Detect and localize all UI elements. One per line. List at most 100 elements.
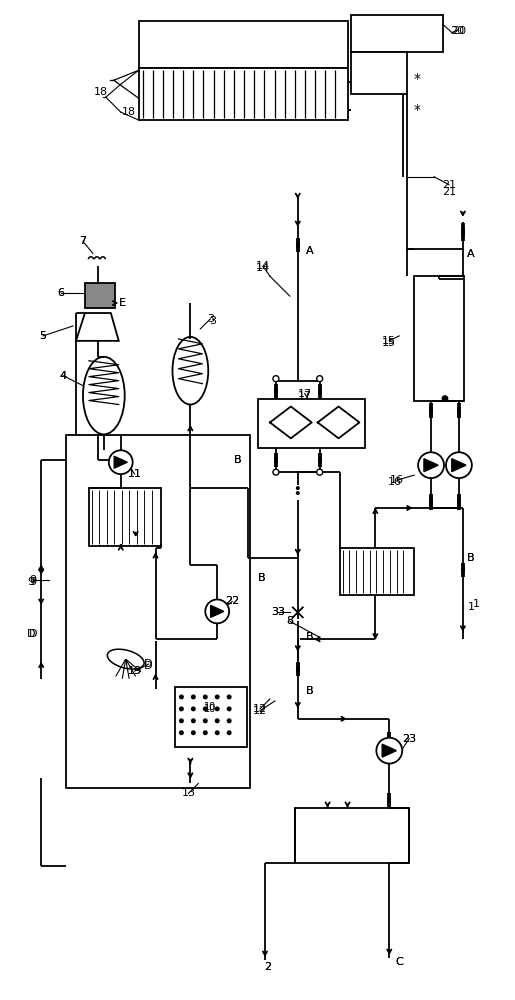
Text: 19: 19: [128, 666, 142, 676]
Text: 12: 12: [253, 706, 267, 716]
Text: C: C: [396, 957, 403, 967]
Circle shape: [446, 452, 472, 478]
Circle shape: [203, 706, 208, 711]
Circle shape: [205, 599, 229, 623]
Text: A: A: [306, 246, 314, 256]
Text: 12: 12: [253, 704, 267, 714]
Circle shape: [215, 730, 220, 735]
Circle shape: [227, 718, 232, 723]
Text: E: E: [119, 298, 126, 308]
Circle shape: [418, 452, 444, 478]
Circle shape: [179, 730, 184, 735]
Bar: [295, 808, 409, 863]
Text: 21: 21: [442, 180, 456, 190]
Text: 10: 10: [204, 704, 216, 714]
Circle shape: [376, 738, 402, 764]
Text: 2: 2: [264, 962, 271, 972]
Text: 8: 8: [286, 616, 294, 626]
Text: B: B: [306, 632, 314, 642]
Bar: [89, 488, 161, 546]
Circle shape: [317, 469, 322, 475]
Text: A: A: [467, 249, 475, 259]
Text: *: *: [414, 72, 421, 86]
Text: 8: 8: [286, 616, 294, 626]
Text: B: B: [306, 686, 314, 696]
Text: D: D: [144, 661, 153, 671]
Text: 22: 22: [225, 596, 239, 606]
Circle shape: [191, 706, 196, 711]
Text: 11: 11: [128, 469, 142, 479]
Circle shape: [179, 694, 184, 699]
Text: 4: 4: [60, 371, 66, 381]
Polygon shape: [382, 744, 397, 757]
Circle shape: [227, 694, 232, 699]
Text: 21: 21: [442, 187, 456, 197]
Circle shape: [227, 706, 232, 711]
Circle shape: [179, 718, 184, 723]
Text: 20: 20: [452, 26, 466, 36]
Circle shape: [179, 706, 184, 711]
Text: 5: 5: [40, 331, 47, 341]
Polygon shape: [452, 459, 466, 472]
Text: D: D: [144, 659, 153, 669]
Text: 18: 18: [122, 107, 136, 117]
Circle shape: [109, 450, 133, 474]
Text: B: B: [467, 553, 475, 563]
Text: 23: 23: [402, 734, 416, 744]
Text: 3: 3: [207, 314, 214, 324]
Circle shape: [273, 376, 279, 382]
Text: 14: 14: [256, 263, 270, 273]
Polygon shape: [76, 313, 119, 341]
Circle shape: [215, 718, 220, 723]
Circle shape: [215, 706, 220, 711]
Circle shape: [273, 469, 279, 475]
Text: 9: 9: [28, 577, 35, 587]
Text: B: B: [234, 455, 242, 465]
Bar: [352, 52, 407, 94]
Circle shape: [317, 376, 322, 382]
Text: 7: 7: [79, 236, 87, 246]
Circle shape: [191, 694, 196, 699]
Text: 9: 9: [30, 577, 37, 587]
Text: 22: 22: [225, 596, 239, 606]
Text: A: A: [306, 246, 314, 256]
Text: 1: 1: [467, 602, 474, 612]
Circle shape: [442, 396, 448, 401]
Text: 5: 5: [40, 331, 47, 341]
Text: A: A: [467, 249, 475, 259]
Text: 11: 11: [128, 469, 142, 479]
Text: 16: 16: [390, 475, 404, 485]
Text: *: *: [414, 103, 421, 117]
Circle shape: [203, 718, 208, 723]
Text: 9: 9: [30, 575, 37, 585]
Text: 1: 1: [473, 599, 480, 609]
Circle shape: [191, 730, 196, 735]
Bar: [352, 15, 443, 52]
Text: 20: 20: [450, 26, 464, 36]
Text: 7: 7: [79, 236, 87, 246]
Text: D: D: [27, 629, 36, 639]
Text: B: B: [234, 455, 242, 465]
Polygon shape: [211, 605, 224, 617]
Bar: [139, 68, 348, 120]
Text: 19: 19: [128, 666, 142, 676]
Circle shape: [296, 486, 300, 490]
Bar: [176, 687, 247, 747]
Text: 6: 6: [58, 288, 64, 298]
Polygon shape: [424, 459, 438, 472]
Text: E: E: [119, 298, 126, 308]
Circle shape: [203, 730, 208, 735]
Text: B: B: [467, 553, 475, 563]
Bar: [139, 21, 348, 68]
Text: 15: 15: [382, 336, 396, 346]
Circle shape: [296, 491, 300, 495]
Polygon shape: [114, 456, 127, 468]
Text: 10: 10: [204, 702, 216, 712]
Circle shape: [191, 718, 196, 723]
Text: 17: 17: [298, 389, 312, 399]
Text: B: B: [258, 573, 266, 583]
Bar: [339, 548, 414, 595]
Circle shape: [215, 694, 220, 699]
Text: B: B: [306, 632, 314, 642]
Text: 6: 6: [58, 288, 64, 298]
